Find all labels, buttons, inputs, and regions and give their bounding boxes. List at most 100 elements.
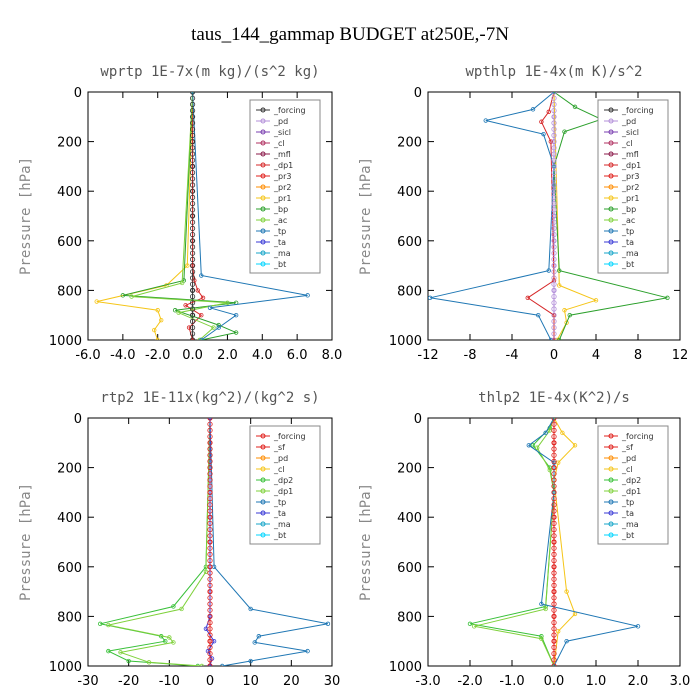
series-line-dp1	[526, 92, 555, 340]
zero-profile-point	[189, 176, 196, 182]
zero-profile-point	[551, 232, 557, 238]
zero-profile-point	[189, 269, 196, 275]
zero-profile-point	[189, 126, 196, 132]
zero-profile-point	[551, 650, 557, 657]
legend-entry: _cl	[273, 139, 285, 148]
legend-marker	[260, 195, 266, 201]
legend-marker	[260, 162, 266, 168]
series-point	[551, 564, 557, 569]
zero-profile-point	[551, 275, 557, 281]
zero-profile-point	[189, 163, 196, 169]
legend-entry: _tp	[621, 498, 634, 507]
legend-marker	[608, 129, 614, 135]
series-point	[199, 663, 205, 666]
legend-entry: _bp	[273, 205, 288, 214]
zero-profile-point	[207, 657, 213, 663]
zero-profile-point	[551, 244, 557, 250]
zero-profile-point	[551, 433, 557, 440]
zero-profile-point	[189, 145, 196, 151]
zero-profile-point	[551, 287, 557, 293]
series-line-ac	[131, 92, 228, 340]
legend-entry: _ac	[273, 216, 287, 225]
legend-entry: _pd	[273, 117, 288, 126]
series-point	[305, 293, 310, 298]
series-point	[248, 606, 253, 612]
zero-profile-point	[189, 312, 196, 318]
panel-2: wpthlp 1E-4x(m K)/s^2 Pressure [hPa] -12 -8…	[358, 64, 688, 363]
y-tick-label: 400	[397, 511, 422, 526]
x-tick-label: 2.0	[217, 348, 238, 363]
y-tick-label: 800	[397, 284, 422, 299]
zero-profile-point	[207, 607, 213, 613]
zero-profile-point	[551, 225, 557, 231]
legend-marker	[608, 477, 614, 483]
legend-marker	[608, 162, 614, 168]
x-tick-label: -6.0	[75, 348, 100, 363]
legend-entry: _mfl	[273, 150, 291, 159]
x-tick-label: -4	[506, 348, 519, 363]
zero-profile-point	[207, 570, 213, 576]
zero-profile-point	[551, 188, 557, 194]
zero-profile-point	[551, 182, 557, 188]
zero-profile-point	[551, 551, 557, 558]
y-tick-label: 600	[397, 561, 422, 576]
series-point	[572, 443, 578, 448]
x-tick-label: 0	[550, 348, 558, 363]
zero-profile-point	[207, 564, 213, 570]
legend-entry: _ta	[621, 509, 634, 518]
x-tick-label: 4.0	[252, 348, 273, 363]
zero-profile-point	[551, 533, 557, 539]
legend-marker	[260, 107, 266, 113]
series-point	[467, 621, 473, 627]
legend-marker	[260, 499, 266, 505]
zero-profile-point	[189, 213, 196, 219]
zero-profile-point	[551, 595, 557, 601]
legend-entry: _ta	[273, 238, 286, 247]
series-point	[200, 295, 206, 301]
zero-profile-point	[189, 281, 196, 287]
legend-entry: _tp	[273, 227, 286, 236]
zero-profile-point	[189, 108, 196, 114]
series-point	[543, 430, 548, 436]
y-tick-label: 200	[397, 462, 422, 477]
legend-entry: _sf	[273, 443, 285, 452]
zero-profile-point	[189, 306, 196, 312]
legend-marker	[260, 184, 266, 190]
x-tick-label: -2.0	[457, 674, 482, 689]
y-axis-label: Pressure [hPa]	[18, 483, 34, 601]
legend-entry: _ma	[621, 249, 639, 258]
series-point	[548, 337, 554, 340]
zero-profile-point	[207, 650, 213, 657]
zero-profile-point	[551, 132, 557, 138]
zero-profile-point	[207, 452, 213, 458]
zero-profile-point	[207, 644, 213, 651]
zero-profile-point	[551, 464, 557, 471]
series-point	[179, 606, 184, 612]
legend-marker	[608, 184, 614, 190]
series-line-tp	[192, 92, 308, 340]
zero-profile-point	[551, 114, 557, 120]
legend-marker	[608, 261, 614, 267]
zero-profile-point	[189, 287, 196, 293]
series-point	[564, 320, 569, 325]
legend-marker	[260, 151, 266, 157]
zero-profile-point	[551, 281, 557, 287]
panel-3: rtp2 1E-11x(kg^2)/(kg^2 s) Pressure [hPa]…	[18, 390, 340, 689]
zero-profile-point	[189, 250, 196, 256]
zero-profile-point	[551, 663, 557, 666]
legend-marker	[260, 118, 266, 124]
zero-profile-point	[551, 95, 557, 101]
zero-profile-point	[551, 250, 557, 256]
zero-profile-point	[207, 458, 213, 464]
zero-profile-point	[189, 151, 196, 157]
zero-profile-point	[551, 176, 557, 182]
legend-marker	[260, 250, 266, 256]
y-tick-label: 800	[57, 610, 82, 625]
series-point	[557, 283, 562, 288]
legend-entry: _pd	[273, 454, 288, 463]
series-point	[120, 293, 126, 298]
legend-entry: _pr2	[621, 183, 639, 192]
series-point	[556, 629, 561, 634]
series-line-pr1	[553, 92, 598, 340]
y-tick-label: 800	[397, 610, 422, 625]
